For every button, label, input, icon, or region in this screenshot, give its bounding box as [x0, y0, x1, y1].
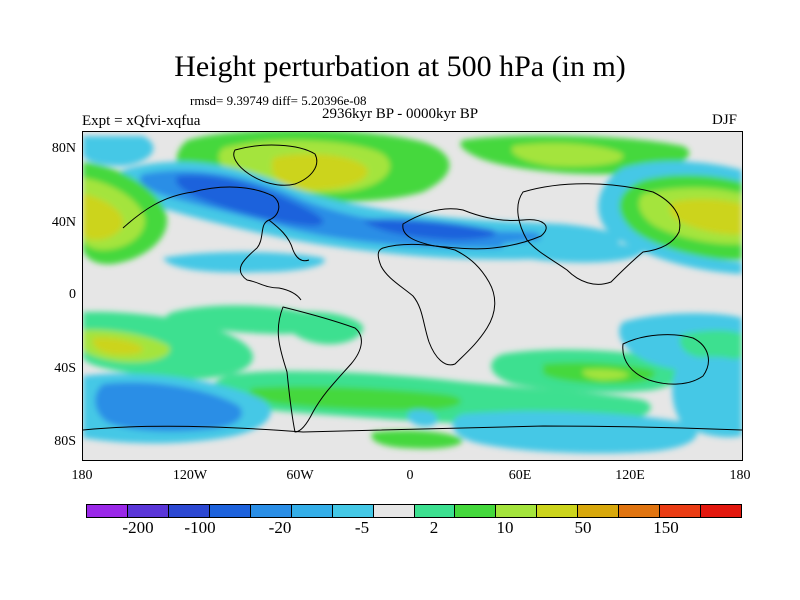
- colorbar-swatch: [537, 505, 579, 517]
- lon-label-120w: 120W: [172, 468, 208, 483]
- colorbar-swatch: [332, 505, 374, 517]
- plot-title: Height perturbation at 500 hPa (in m): [174, 50, 626, 83]
- north-america-east-coast: [268, 219, 310, 262]
- australia-coast: [622, 334, 709, 385]
- colorbar-swatch: [127, 505, 169, 517]
- lon-label-0: 0: [406, 468, 414, 483]
- south-america-coast: [277, 306, 362, 433]
- coastlines: [83, 144, 742, 433]
- experiment-label: Expt = xQfvi-xqfua: [82, 113, 201, 129]
- colorbar-label: -100: [184, 518, 216, 537]
- rmsd-diff-stats: rmsd= 9.39749 diff= 5.20396e-08: [190, 93, 367, 108]
- map-panel: [82, 131, 743, 461]
- colorbar-label: 2: [429, 518, 439, 537]
- lon-label-180e: 180: [729, 468, 751, 483]
- africa-coast: [377, 243, 496, 366]
- lat-label-0: 0: [69, 287, 76, 302]
- asia-coast: [517, 183, 681, 285]
- colorbar-swatch: [209, 505, 251, 517]
- colorbar-label: -20: [268, 518, 292, 537]
- period-label: 2936kyr BP - 0000kyr BP: [322, 106, 479, 122]
- contour-fill-layer: [83, 132, 742, 454]
- lon-label-60e: 60E: [508, 468, 532, 483]
- height-perturbation-map: [83, 132, 742, 460]
- colorbar-swatch: [619, 505, 661, 517]
- colorbar-swatch: [250, 505, 292, 517]
- colorbar-swatch: [496, 505, 538, 517]
- colorbar-label: -5: [354, 518, 370, 537]
- colorbar-swatch: [578, 505, 620, 517]
- colorbar-swatch: [414, 505, 456, 517]
- colorbar-label: 10: [496, 518, 514, 537]
- colorbar-swatch: [168, 505, 210, 517]
- colorbar-label: -200: [122, 518, 154, 537]
- colorbar-label: 50: [574, 518, 592, 537]
- north-america-coast: [122, 186, 302, 301]
- lon-label-60w: 60W: [286, 468, 314, 483]
- lon-label-120e: 120E: [615, 468, 645, 483]
- lat-label-40s: 40S: [54, 361, 76, 376]
- greenland-coast: [233, 144, 318, 186]
- colorbar-swatch: [701, 505, 741, 517]
- season-label: DJF: [712, 112, 738, 128]
- colorbar-swatch: [87, 505, 128, 517]
- lat-label-80n: 80N: [51, 141, 76, 156]
- antarctica-coast: [83, 425, 742, 433]
- lon-label-180w: 180: [71, 468, 93, 483]
- colorbar-swatch: [373, 505, 415, 517]
- colorbar: [86, 504, 742, 518]
- lat-label-80s: 80S: [54, 434, 76, 449]
- lat-label-40n: 40N: [51, 215, 76, 230]
- colorbar-swatch: [660, 505, 702, 517]
- colorbar-label: 150: [653, 518, 679, 537]
- colorbar-swatch: [291, 505, 333, 517]
- colorbar-swatch: [455, 505, 497, 517]
